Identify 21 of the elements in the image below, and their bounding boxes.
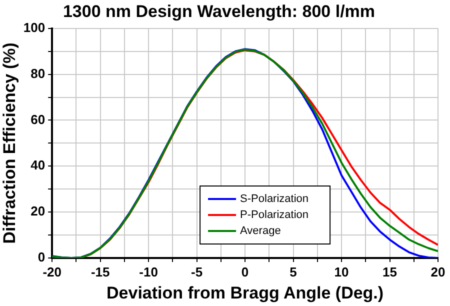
y-tick-label: 0	[38, 250, 46, 265]
x-tick-label: -5	[191, 264, 203, 280]
legend-label: Average	[240, 225, 281, 238]
x-tick-label: -15	[90, 264, 110, 280]
chart-title: 1300 nm Design Wavelength: 800 l/mm	[62, 2, 376, 21]
legend-label: P-Polarization	[240, 209, 309, 222]
x-tick-label: 0	[241, 264, 249, 280]
x-tick-label: 5	[290, 264, 297, 280]
x-tick-label: 15	[382, 264, 397, 280]
x-axis-title: Deviation from Bragg Angle (Deg.)	[106, 283, 384, 302]
y-axis-title: Diffraction Efficiency (%)	[0, 42, 19, 244]
y-tick-label: 80	[30, 66, 46, 81]
y-tick-label: 40	[30, 158, 46, 173]
x-tick-label: 10	[334, 264, 349, 280]
y-tick-label: 20	[30, 204, 46, 219]
y-tick-label: 100	[23, 20, 46, 35]
x-tick-label: 20	[430, 264, 446, 280]
x-tick-label: -20	[42, 264, 62, 280]
y-tick-label: 60	[30, 112, 46, 127]
x-tick-label: -10	[139, 264, 158, 280]
legend-label: S-Polarization	[240, 193, 309, 206]
